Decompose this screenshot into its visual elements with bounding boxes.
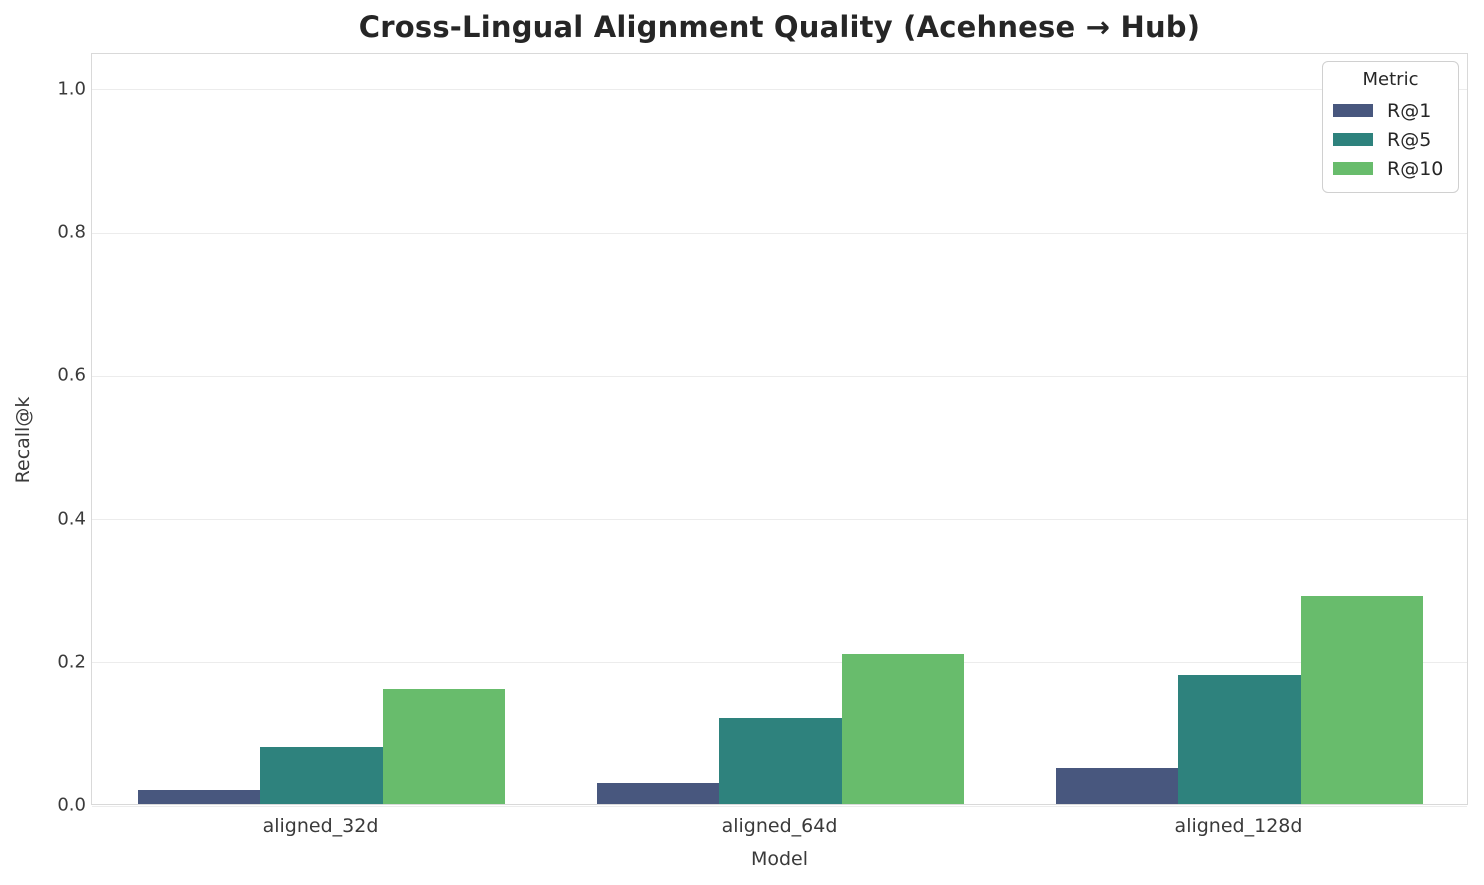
grid-line xyxy=(92,805,1467,807)
grid-line xyxy=(92,232,1467,234)
legend-swatch xyxy=(1333,133,1373,146)
grid-line xyxy=(92,89,1467,91)
y-tick-label: 0.0 xyxy=(57,794,86,816)
y-tick-label: 0.8 xyxy=(57,221,86,243)
bar-aligned_128d-R@10 xyxy=(1300,596,1424,804)
bar-aligned_32d-R@1 xyxy=(137,789,261,804)
x-tick-label: aligned_64d xyxy=(721,815,838,837)
y-tick-label: 0.2 xyxy=(57,651,86,673)
legend-item-label: R@5 xyxy=(1387,128,1432,151)
bar-aligned_64d-R@10 xyxy=(841,653,965,804)
grid-line xyxy=(92,662,1467,664)
legend-swatch xyxy=(1333,104,1373,117)
bar-aligned_64d-R@5 xyxy=(719,718,842,804)
x-axis-label: Model xyxy=(750,848,809,870)
bar-aligned_32d-R@5 xyxy=(260,746,383,804)
plot-area xyxy=(91,53,1468,807)
bar-aligned_128d-R@1 xyxy=(1055,768,1179,804)
bar-aligned_64d-R@1 xyxy=(596,782,720,804)
x-tick-label: aligned_32d xyxy=(262,815,379,837)
legend-item-R@1: R@1 xyxy=(1333,96,1448,125)
y-tick-label: 0.4 xyxy=(57,508,86,530)
legend-item-R@5: R@5 xyxy=(1333,125,1448,154)
chart-title: Cross-Lingual Alignment Quality (Acehnes… xyxy=(358,10,1201,44)
legend-title: Metric xyxy=(1362,69,1419,90)
legend: Metric R@1 R@5 R@10 xyxy=(1322,61,1459,193)
legend-item-label: R@10 xyxy=(1387,157,1444,180)
legend-item-R@10: R@10 xyxy=(1333,154,1448,183)
x-tick-label: aligned_128d xyxy=(1174,815,1303,837)
y-tick-label: 1.0 xyxy=(57,78,86,100)
bar-aligned_128d-R@5 xyxy=(1178,675,1301,804)
grid-line xyxy=(92,375,1467,377)
y-axis-label: Recall@k xyxy=(12,396,34,484)
grid-line xyxy=(92,519,1467,521)
legend-item-label: R@1 xyxy=(1387,99,1432,122)
y-tick-label: 0.6 xyxy=(57,364,86,386)
legend-swatch xyxy=(1333,162,1373,175)
legend-items: R@1 R@5 R@10 xyxy=(1333,96,1448,183)
bar-aligned_32d-R@10 xyxy=(382,689,506,804)
